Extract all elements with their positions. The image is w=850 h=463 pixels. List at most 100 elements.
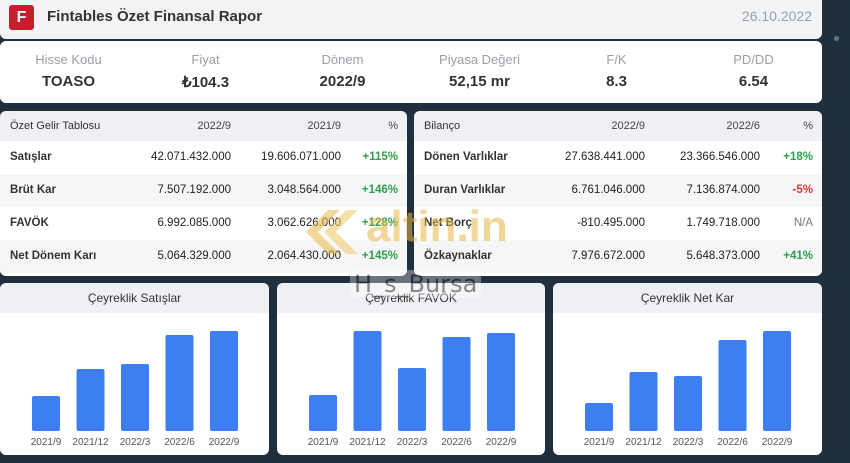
chart-quarterly-sales: Çeyreklik Satışlar 2021/9 2021/12 2022/3 20… <box>0 283 269 455</box>
table-row: FAVÖK 6.992.085.000 3.062.626.000 +128% <box>0 207 407 240</box>
bar-2022-6 <box>718 340 747 431</box>
row-value: 7.976.672.000 <box>571 250 645 262</box>
report-date: 26.10.2022 <box>741 8 812 24</box>
row-label: Net Dönem Karı <box>10 250 97 262</box>
summary-label: PD/DD <box>733 52 774 67</box>
bar-chart-svg: 2021/9 2021/12 2022/3 2022/6 2022/9 <box>308 331 517 448</box>
column-header: 2022/6 <box>726 120 760 132</box>
column-header: % <box>803 120 813 132</box>
row-label: Dönen Varlıklar <box>424 151 508 163</box>
x-tick-label: 2022/3 <box>397 437 428 448</box>
x-tick-label: 2021/9 <box>308 437 339 448</box>
summary-period: Dönem 2022/9 <box>274 41 411 90</box>
summary-value: ₺104.3 <box>181 74 230 91</box>
x-tick-label: 2021/9 <box>584 437 615 448</box>
table-row: Dönen Varlıklar 27.638.441.000 23.366.54… <box>414 141 822 174</box>
row-label: Net Borç <box>424 217 472 229</box>
row-value: 27.638.441.000 <box>565 151 645 163</box>
summary-value: 2022/9 <box>319 73 366 90</box>
bar-2021-12 <box>353 331 382 431</box>
summary-value: 8.3 <box>606 73 627 90</box>
row-value: 23.366.546.000 <box>680 151 760 163</box>
row-change: +145% <box>361 250 398 262</box>
report-title: Fintables Özet Finansal Rapor <box>47 8 263 25</box>
table-row: Satışlar 42.071.432.000 19.606.071.000 +… <box>0 141 407 174</box>
table-row: Brüt Kar 7.507.192.000 3.048.564.000 +14… <box>0 174 407 207</box>
summary-value: 52,15 mr <box>449 73 510 90</box>
table-row: Net Dönem Karı 5.064.329.000 2.064.430.0… <box>0 240 407 273</box>
bar-2022-9 <box>210 331 238 431</box>
bar-2022-6 <box>442 337 471 431</box>
x-tick-label: 2021/9 <box>31 437 62 448</box>
right-edge-strip <box>822 0 850 463</box>
income-statement-table: Özet Gelir Tablosu 2022/9 2021/9 % Satış… <box>0 111 407 276</box>
x-tick-label: 2022/6 <box>164 437 195 448</box>
row-value: 2.064.430.000 <box>267 250 341 262</box>
row-change: +41% <box>783 250 813 262</box>
row-value: 6.992.085.000 <box>157 217 231 229</box>
bar-2022-9 <box>763 331 791 431</box>
summary-value: 6.54 <box>738 73 769 90</box>
fintables-logo-icon: F <box>9 5 34 30</box>
row-label: Özkaynaklar <box>424 250 492 262</box>
summary-label: F/K <box>606 52 627 67</box>
summary-label: Hisse Kodu <box>35 52 102 67</box>
table-row: Özkaynaklar 7.976.672.000 5.648.373.000 … <box>414 240 822 273</box>
table-title: Bilanço <box>424 120 461 132</box>
x-tick-label: 2022/9 <box>486 437 517 448</box>
summary-label: Fiyat <box>191 52 220 67</box>
x-tick-label: 2022/3 <box>120 437 151 448</box>
summary-stock-code: Hisse Kodu TOASO <box>0 41 137 90</box>
table-row: Duran Varlıklar 6.761.046.000 7.136.874.… <box>414 174 822 207</box>
row-value: 3.062.626.000 <box>267 217 341 229</box>
row-change: +18% <box>783 151 813 163</box>
row-change: -5% <box>792 184 813 196</box>
row-change: +115% <box>362 151 399 163</box>
column-header: 2022/9 <box>197 120 231 132</box>
chart-quarterly-ebitda: Çeyreklik FAVÖK 2021/9 2021/12 2022/3 2022/… <box>277 283 545 455</box>
chart-title: Çeyreklik Net Kar <box>553 283 822 313</box>
bar-2022-6 <box>165 335 194 431</box>
row-value: 6.761.046.000 <box>571 184 645 196</box>
table-header-row: Özet Gelir Tablosu 2022/9 2021/9 % <box>0 111 407 141</box>
x-tick-label: 2022/9 <box>762 437 793 448</box>
row-change: N/A <box>793 217 813 229</box>
row-value: 5.648.373.000 <box>686 250 760 262</box>
chart-title: Çeyreklik Satışlar <box>0 283 269 313</box>
bar-chart-svg: 2021/9 2021/12 2022/3 2022/6 2022/9 <box>31 331 240 448</box>
balance-sheet-table: Bilanço 2022/9 2022/6 % Dönen Varlıklar … <box>414 111 822 276</box>
summary-market-cap: Piyasa Değeri 52,15 mr <box>411 41 548 90</box>
bar-2021-12 <box>629 372 658 431</box>
x-tick-label: 2022/3 <box>673 437 704 448</box>
x-tick-label: 2022/6 <box>717 437 748 448</box>
bar-chart-svg: 2021/9 2021/12 2022/3 2022/6 2022/9 <box>584 331 793 448</box>
bar-2021-9 <box>32 396 60 431</box>
table-row: Net Borç -810.495.000 1.749.718.000 N/A <box>414 207 822 240</box>
summary-label: Piyasa Değeri <box>439 52 520 67</box>
column-header: % <box>388 120 398 132</box>
row-value: 19.606.071.000 <box>261 151 341 163</box>
row-label: Duran Varlıklar <box>424 184 506 196</box>
bar-2021-9 <box>309 395 337 431</box>
row-value: 7.136.874.000 <box>686 184 760 196</box>
bar-2022-3 <box>398 368 426 431</box>
row-value: 5.064.329.000 <box>157 250 231 262</box>
x-tick-label: 2022/9 <box>209 437 240 448</box>
summary-pe: F/K 8.3 <box>548 41 685 90</box>
x-tick-label: 2021/12 <box>349 437 386 448</box>
bar-2022-9 <box>487 333 515 431</box>
row-value: -810.495.000 <box>577 217 645 229</box>
x-tick-label: 2021/12 <box>625 437 662 448</box>
row-value: 1.749.718.000 <box>686 217 760 229</box>
row-value: 42.071.432.000 <box>151 151 231 163</box>
scroll-indicator <box>834 36 839 41</box>
x-tick-label: 2022/6 <box>441 437 472 448</box>
row-label: FAVÖK <box>10 217 49 229</box>
summary-pb: PD/DD 6.54 <box>685 41 822 90</box>
row-change: +146% <box>361 184 398 196</box>
bar-2021-9 <box>585 403 613 431</box>
summary-value: TOASO <box>41 73 96 90</box>
report-header: F Fintables Özet Finansal Rapor 26.10.20… <box>0 0 822 39</box>
summary-label: Dönem <box>321 52 364 67</box>
summary-panel: Hisse Kodu TOASO Fiyat ₺104.3 Dönem 2022… <box>0 41 822 103</box>
